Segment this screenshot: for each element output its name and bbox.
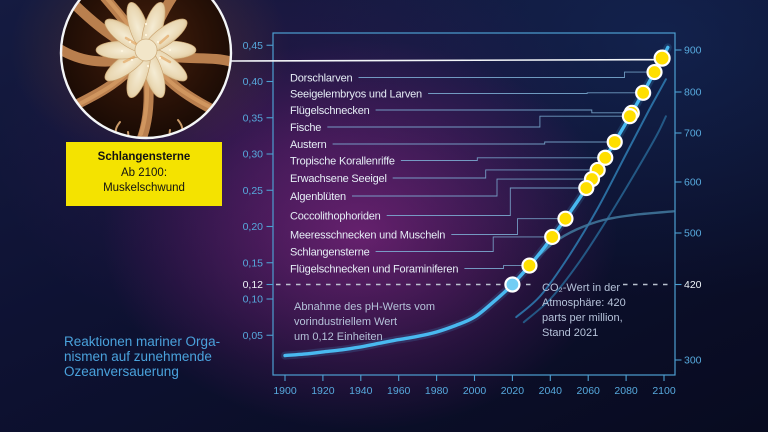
threshold-dot-5	[606, 133, 623, 151]
plot-frame	[272, 32, 676, 376]
photo-circle-border	[59, 0, 233, 140]
x-tick-label: 2040	[539, 385, 563, 397]
x-tick-label: 2060	[577, 385, 601, 397]
left-tick-label: 0,05	[243, 330, 264, 342]
threshold-dot-10	[557, 210, 574, 227]
current-ph-dot	[504, 276, 521, 293]
organism-connector-11	[375, 236, 553, 252]
right-tick-label: 500	[684, 228, 702, 240]
left-tick-label: 0,20	[243, 221, 264, 233]
organism-connector-9	[386, 187, 587, 216]
left-tick-label: 0,15	[243, 257, 264, 269]
organism-label-5: Austern	[290, 139, 327, 151]
organism-label-9: Coccolithophoriden	[290, 210, 381, 222]
left-tick-label: 0,30	[243, 149, 264, 161]
organism-connector-8	[352, 178, 592, 197]
x-tick-label: 2100	[652, 385, 676, 397]
species-caption-title: Schlangensterne	[97, 151, 191, 163]
species-caption-threshold: Ab 2100:	[120, 166, 168, 179]
x-tick-label: 1940	[349, 385, 373, 397]
x-tick-label: 1900	[273, 385, 297, 397]
scenario-curve-3	[511, 210, 675, 286]
organism-connector-10	[451, 218, 566, 235]
left-tick-label: 0,45	[243, 40, 264, 52]
threshold-dot-11	[544, 228, 561, 246]
threshold-dot-12	[521, 257, 538, 274]
left-tick-label: 0,35	[243, 112, 264, 124]
organism-label-10: Meeresschnecken und Muscheln	[290, 229, 445, 241]
organism-label-12: Flügelschnecken und Foraminiferen	[290, 263, 458, 275]
organism-connector-1	[358, 71, 655, 78]
threshold-dot-4	[621, 108, 638, 125]
threshold-dot-1	[646, 63, 663, 81]
left-tick-label: 0,40	[243, 76, 264, 88]
organism-connector-6	[400, 157, 606, 161]
organism-label-8: Algenblüten	[290, 191, 346, 203]
scenario-curve-1	[515, 78, 667, 319]
left-tick-label: 0,10	[243, 294, 264, 306]
species-caption-box: Schlangensterne Ab 2100: Muskelschwund	[66, 142, 222, 206]
organism-connector-4	[327, 115, 630, 128]
organism-label-6: Tropische Korallenriffe	[290, 155, 395, 167]
rubric-title: Reaktionen mariner Orga- nismen auf zune…	[64, 334, 221, 379]
ph-annotation: Abnahme des pH-Werts vom vorindustrielle…	[294, 301, 436, 343]
threshold-dot-2	[635, 84, 652, 101]
organism-label-1: Dorschlarven	[290, 72, 352, 84]
x-tick-label: 2020	[501, 385, 525, 397]
right-tick-label: 420	[684, 279, 702, 291]
left-tick-label: 0,12	[243, 279, 264, 291]
right-tick-label: 600	[684, 177, 702, 189]
right-tick-label: 900	[684, 45, 702, 57]
organism-connector-12	[464, 265, 530, 269]
x-tick-label: 1920	[311, 385, 335, 397]
organism-label-11: Schlangensterne	[290, 246, 370, 258]
organism-connector-7	[392, 169, 598, 179]
highlight-dot-2100	[653, 49, 671, 67]
right-tick-label: 300	[684, 355, 702, 367]
organism-label-4: Fische	[290, 122, 321, 134]
brittle-star-photo	[59, 0, 233, 140]
species-caption-effect: Muskelschwund	[103, 182, 185, 194]
organism-label-7: Erwachsene Seeigel	[290, 173, 387, 185]
x-tick-label: 1980	[425, 385, 449, 397]
organism-connector-2	[428, 92, 644, 94]
organism-connector-5	[332, 141, 615, 145]
x-tick-label: 2000	[463, 385, 487, 397]
x-tick-label: 2080	[614, 385, 638, 397]
threshold-dot-6	[597, 149, 614, 166]
co2-annotation: CO₂-Wert in der Atmosphäre: 420 parts pe…	[542, 282, 626, 339]
left-tick-label: 0,25	[243, 185, 264, 197]
photo-connector-line	[230, 58, 659, 62]
organism-label-2: Seeigelembryos und Larven	[290, 88, 422, 100]
right-tick-label: 700	[684, 128, 702, 140]
x-tick-label: 1960	[387, 385, 411, 397]
organism-label-3: Flügelschnecken	[290, 105, 370, 117]
organism-connector-3	[375, 109, 632, 114]
right-tick-label: 800	[684, 87, 702, 99]
threshold-dot-9	[578, 179, 595, 197]
